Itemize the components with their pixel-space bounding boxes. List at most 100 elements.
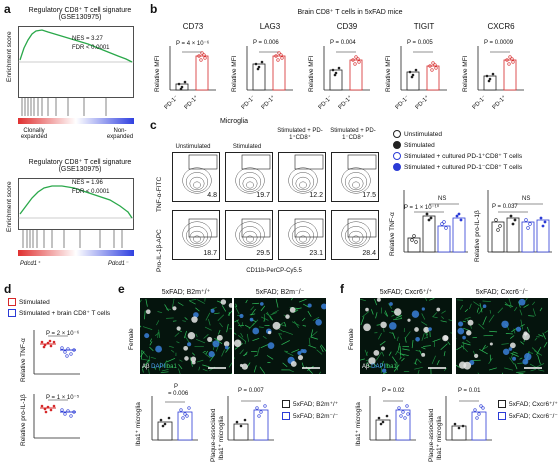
microglia-process bbox=[536, 363, 544, 367]
facs-value-r1-c2: 19.7 bbox=[256, 192, 270, 199]
microglia-process bbox=[382, 352, 384, 356]
plaque-spot bbox=[428, 327, 432, 331]
microglia-process bbox=[158, 332, 159, 338]
microglia-process bbox=[469, 304, 471, 309]
microglia-process bbox=[513, 352, 518, 354]
gsea1-right-label-line2: expanded bbox=[100, 134, 140, 140]
plaque-spot bbox=[377, 298, 381, 302]
e-bar2-plot bbox=[226, 396, 276, 444]
facs-col-4: Stimulated + PD-1⁻CD8⁺ bbox=[328, 128, 378, 141]
microglia-process bbox=[246, 300, 248, 303]
b-xtick-neg-1: PD-1⁻ bbox=[240, 94, 257, 111]
microglia-process bbox=[251, 306, 254, 310]
plaque-spot bbox=[394, 308, 401, 315]
b-dot-neg-1-2 bbox=[261, 61, 264, 64]
microglia-process bbox=[477, 308, 478, 313]
plaque-spot bbox=[321, 303, 326, 309]
microglia-process bbox=[392, 357, 396, 363]
microglia-process bbox=[206, 351, 208, 354]
plaque-spot bbox=[191, 316, 197, 322]
gsea2-nes: NES = 1.96 bbox=[72, 180, 103, 186]
microglia-process bbox=[507, 326, 508, 330]
legend-c-pd1neg-text: Stimulated + cultured PD-1⁻CD8⁺ T cells bbox=[404, 163, 522, 171]
plaque-spot bbox=[217, 335, 223, 341]
microglia-process bbox=[520, 310, 522, 316]
e-micrograph-2 bbox=[234, 298, 326, 374]
microglia-process bbox=[222, 305, 226, 311]
microglia-process bbox=[303, 326, 306, 327]
facs-col-1: Unstimulated bbox=[168, 144, 218, 150]
microglia-process bbox=[158, 312, 163, 313]
microglia-process bbox=[504, 368, 513, 370]
plaque-spot bbox=[187, 342, 191, 346]
b-dot-neg-3-2 bbox=[415, 69, 418, 72]
plaque-spot bbox=[229, 303, 232, 308]
microglia-process bbox=[498, 308, 503, 313]
microglia-process bbox=[444, 351, 445, 356]
c-bar2-p: P = 0.037 bbox=[492, 204, 518, 210]
plaque-spot bbox=[273, 322, 281, 330]
plaque-spot bbox=[519, 299, 526, 306]
d-plot1 bbox=[32, 330, 82, 378]
legend-d-cd8: Stimulated + brain CD8⁺ T cells bbox=[8, 309, 110, 317]
facs-col-3: Stimulated + PD-1⁺CD8⁺ bbox=[275, 128, 325, 141]
microglia-process bbox=[283, 363, 288, 367]
b-xtick-neg-3: PD-1⁻ bbox=[394, 94, 411, 111]
gsea2-left-label: Pdcd1⁺ bbox=[20, 260, 40, 267]
microglia-process bbox=[405, 331, 410, 338]
facs-value-r2-c3: 23.1 bbox=[309, 250, 323, 257]
e-bar2-ylabel: Plaque-associated Iba1⁺ microglia bbox=[210, 410, 222, 466]
microglia-process bbox=[520, 342, 523, 345]
plaque-spot bbox=[415, 337, 420, 342]
legend-f-ko-text: 5xFAD; Cxcr6⁻/⁻ bbox=[509, 412, 558, 420]
plaque-spot bbox=[468, 320, 474, 326]
microglia-process bbox=[318, 372, 321, 374]
b-title-3: TIGIT bbox=[399, 22, 449, 31]
microglia-process bbox=[371, 309, 373, 314]
microglia-process bbox=[384, 328, 385, 332]
b-xtick-neg-0: PD-1⁻ bbox=[163, 94, 180, 111]
plaque-spot bbox=[207, 337, 212, 342]
microglia-process bbox=[532, 302, 535, 305]
microglia-process bbox=[192, 353, 194, 356]
microglia-process bbox=[260, 367, 265, 374]
microglia-process bbox=[199, 367, 200, 371]
microglia-process bbox=[449, 320, 452, 321]
microglia-process bbox=[219, 323, 222, 327]
microglia-process bbox=[416, 350, 421, 351]
f-micrograph-2 bbox=[456, 298, 548, 374]
gsea2-right-label: Pdcd1⁻ bbox=[108, 260, 128, 267]
panel-b-header: Brain CD8⁺ T cells in 5xFAD mice bbox=[150, 8, 550, 16]
microglia-process bbox=[185, 317, 188, 319]
plaque-spot bbox=[373, 350, 379, 356]
microglia-process bbox=[442, 311, 446, 314]
microglia-process bbox=[360, 298, 366, 301]
microglia-process bbox=[545, 328, 548, 333]
microglia-process bbox=[140, 351, 144, 356]
f-img1-title: 5xFAD; Cxcr6⁺/⁺ bbox=[360, 288, 452, 296]
microglia-process bbox=[479, 349, 487, 354]
microglia-process bbox=[415, 359, 416, 364]
legend-e-ko-text: 5xFAD; B2m⁻/⁻ bbox=[293, 412, 338, 420]
microglia-process bbox=[534, 351, 542, 356]
microglia-process bbox=[151, 357, 156, 358]
gsea1-title: Regulatory CD8⁺ T cell signature (GSE130… bbox=[20, 6, 140, 21]
microglia-process bbox=[521, 320, 523, 330]
microglia-process bbox=[236, 304, 237, 307]
e-stain-dapi: DAPI bbox=[151, 364, 165, 370]
e-micrograph-1 bbox=[140, 298, 232, 374]
plaque-spot bbox=[363, 323, 371, 331]
b-dot-neg-2-0 bbox=[332, 69, 335, 72]
microglia-process bbox=[254, 355, 257, 356]
microglia-process bbox=[161, 372, 169, 373]
microglia-process bbox=[208, 319, 210, 325]
microglia-process bbox=[421, 322, 427, 326]
e-bar1-ylabel: Iba1⁺ microglia bbox=[134, 402, 142, 446]
microglia-process bbox=[229, 360, 232, 367]
microglia-process bbox=[433, 339, 441, 342]
plaque-spot bbox=[516, 327, 521, 332]
microglia-process bbox=[190, 299, 197, 300]
facs-plot-r2-c1: 18.7 bbox=[172, 210, 220, 260]
microglia-process bbox=[257, 347, 259, 355]
microglia-process bbox=[261, 344, 268, 347]
